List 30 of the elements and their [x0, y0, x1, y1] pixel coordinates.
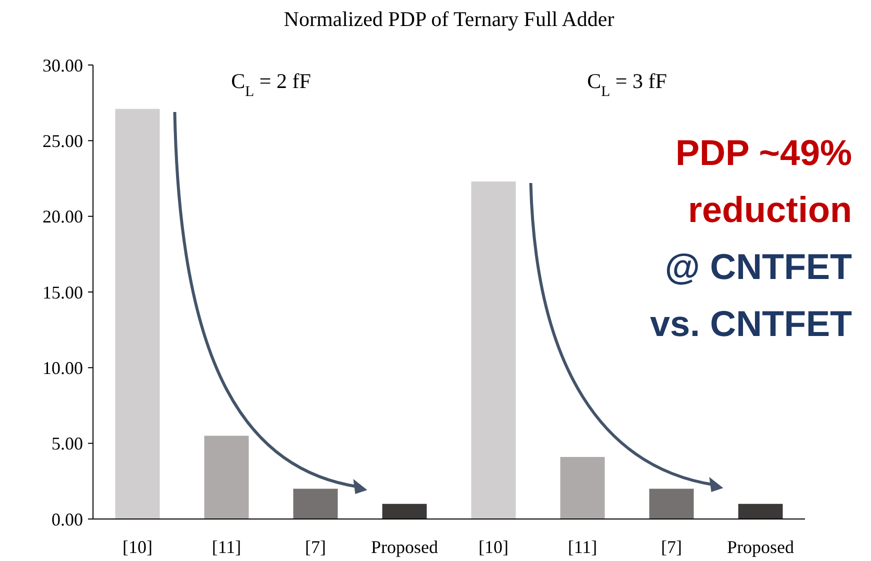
y-tick-label: 20.00 — [42, 206, 83, 227]
y-tick-label: 25.00 — [42, 130, 83, 151]
bar — [382, 504, 427, 519]
bar — [115, 108, 160, 519]
y-tick-label: 0.00 — [52, 509, 83, 530]
x-tick-label: [10] — [478, 537, 508, 557]
x-tick-label: [11] — [212, 537, 242, 557]
x-tick-label: Proposed — [727, 537, 794, 557]
bar — [738, 504, 783, 519]
annotation: @ CNTFET — [664, 246, 852, 287]
annotation: C$_{L}$ = 3 fF — [587, 69, 667, 100]
annotation: reduction — [688, 189, 852, 230]
annotation: PDP ~49% — [676, 132, 852, 173]
x-tick-label: [10] — [122, 537, 152, 557]
bar — [293, 488, 338, 519]
y-tick-label: 30.00 — [42, 55, 83, 76]
y-tick-label: 15.00 — [42, 282, 83, 302]
annotation: C$_{L}$ = 2 fF — [231, 69, 311, 100]
bar — [649, 488, 694, 519]
x-tick-label: [11] — [568, 537, 598, 557]
y-tick-label: 10.00 — [42, 358, 83, 378]
x-tick-label: [7] — [305, 537, 326, 557]
x-tick-label: [7] — [661, 537, 682, 557]
annotation: vs. CNTFET — [650, 303, 852, 344]
bar — [204, 436, 249, 519]
bar — [471, 182, 516, 519]
y-tick-label: 5.00 — [52, 434, 83, 454]
chart-title: Normalized PDP of Ternary Full Adder — [284, 7, 614, 31]
x-tick-label: Proposed — [371, 537, 438, 557]
bar — [560, 456, 605, 519]
